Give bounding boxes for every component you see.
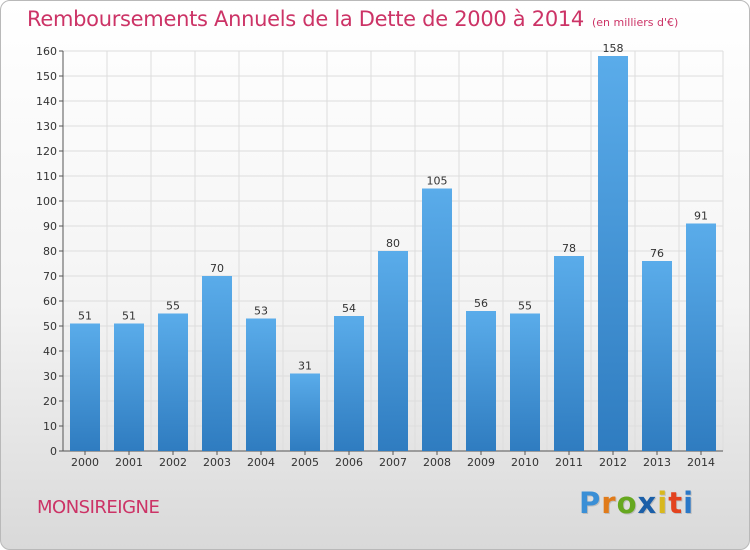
logo-letter: t (668, 486, 684, 520)
bar (554, 256, 584, 451)
y-tick-label: 10 (43, 420, 57, 433)
bar (246, 318, 276, 451)
data-label: 53 (254, 305, 268, 318)
bar (202, 276, 232, 451)
bar (466, 311, 496, 451)
bar (114, 323, 144, 451)
y-tick-label: 110 (36, 170, 57, 183)
x-tick-label: 2007 (379, 456, 407, 469)
logo-letter: i (683, 486, 695, 520)
bar (70, 323, 100, 451)
data-label: 105 (427, 175, 448, 188)
y-tick-label: 40 (43, 345, 57, 358)
x-tick-label: 2012 (599, 456, 627, 469)
y-tick-label: 80 (43, 245, 57, 258)
chart-title: Remboursements Annuels de la Dette de 20… (27, 7, 678, 31)
x-tick-label: 2009 (467, 456, 495, 469)
data-label: 80 (386, 237, 400, 250)
bar (642, 261, 672, 451)
data-label: 70 (210, 262, 224, 275)
labels: 0 10 20 30 40 50 60 70 80 90 100 110 120 130 140 150 160… (36, 42, 715, 469)
x-tick-label: 2011 (555, 456, 583, 469)
y-tick-label: 20 (43, 395, 57, 408)
logo-letter: i (657, 486, 669, 520)
data-label: 31 (298, 360, 312, 373)
chart-title-main: Remboursements Annuels de la Dette de 20… (27, 7, 584, 31)
bar (422, 188, 452, 451)
y-tick-label: 30 (43, 370, 57, 383)
logo-letter: o (616, 486, 638, 520)
x-tick-label: 2006 (335, 456, 363, 469)
x-tick-label: 2004 (247, 456, 275, 469)
bar (158, 313, 188, 451)
data-label: 55 (166, 300, 180, 313)
bar (290, 373, 320, 451)
y-tick-label: 0 (50, 445, 57, 458)
y-tick-label: 150 (36, 70, 57, 83)
bar (378, 251, 408, 451)
y-tick-label: 160 (36, 45, 57, 58)
x-tick-label: 2014 (687, 456, 715, 469)
data-label: 55 (518, 300, 532, 313)
data-label: 54 (342, 302, 356, 315)
y-tick-label: 100 (36, 195, 57, 208)
x-tick-label: 2003 (203, 456, 231, 469)
data-label: 76 (650, 247, 664, 260)
x-tick-label: 2010 (511, 456, 539, 469)
y-tick-label: 140 (36, 95, 57, 108)
bar (334, 316, 364, 451)
x-tick-label: 2008 (423, 456, 451, 469)
bar (510, 313, 540, 451)
x-tick-label: 2001 (115, 456, 143, 469)
bar (686, 223, 716, 451)
data-label: 78 (562, 242, 576, 255)
y-tick-label: 70 (43, 270, 57, 283)
x-tick-label: 2002 (159, 456, 187, 469)
bars (70, 56, 716, 451)
y-tick-label: 50 (43, 320, 57, 333)
x-tick-label: 2000 (71, 456, 99, 469)
data-label: 91 (694, 210, 708, 223)
y-tick-label: 60 (43, 295, 57, 308)
data-label: 56 (474, 297, 488, 310)
bar (598, 56, 628, 451)
logo-letter: P (579, 486, 602, 520)
proxiti-logo[interactable]: Proxiti (579, 486, 694, 520)
logo-letter: r (601, 486, 617, 520)
data-label: 51 (122, 310, 136, 323)
town-name: MONSIREIGNE (37, 497, 160, 518)
y-tick-label: 90 (43, 220, 57, 233)
y-tick-label: 120 (36, 145, 57, 158)
chart-title-unit: (en milliers d'€) (592, 16, 679, 29)
data-label: 158 (603, 42, 624, 55)
data-label: 51 (78, 310, 92, 323)
logo-letter: x (637, 486, 658, 520)
y-tick-label: 130 (36, 120, 57, 133)
x-tick-label: 2005 (291, 456, 319, 469)
x-tick-label: 2013 (643, 456, 671, 469)
